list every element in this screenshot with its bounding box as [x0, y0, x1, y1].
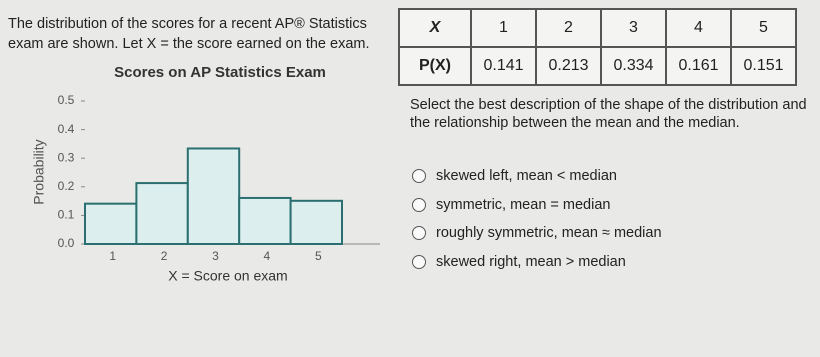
- score-cell: 5: [730, 8, 797, 48]
- score-cell: 3: [600, 8, 667, 48]
- option-label[interactable]: skewed right, mean > median: [436, 253, 626, 270]
- option[interactable]: skewed right, mean > median: [412, 254, 626, 270]
- question-prompt: Select the best description of the shape…: [410, 97, 807, 131]
- row-header: P(X): [398, 46, 472, 86]
- table-row: P(X) 0.141 0.213 0.334 0.161 0.151: [398, 46, 797, 86]
- x-tick-label: 5: [315, 249, 322, 263]
- score-cell: 1: [470, 8, 537, 48]
- score-cell: 2: [535, 8, 602, 48]
- radio-button[interactable]: [412, 197, 426, 212]
- bar: [186, 147, 241, 245]
- y-tick-label: 0.0: [58, 236, 75, 250]
- probability-table: X 1 2 3 4 5 P(X) 0.141 0.213 0.334 0.161 0.151: [398, 8, 797, 86]
- probability-cell: 0.141: [470, 46, 537, 86]
- option-label[interactable]: skewed left, mean < median: [436, 168, 617, 184]
- probability-cell: 0.151: [730, 46, 797, 86]
- x-axis-label: X = Score on exam: [168, 268, 287, 284]
- y-tick-label: 0.5: [58, 93, 75, 107]
- radio-button[interactable]: [412, 169, 426, 183]
- bar: [135, 182, 189, 245]
- bar: [84, 202, 138, 245]
- y-tick-label: 0.2: [58, 179, 75, 193]
- y-tick-label: 0.1: [58, 208, 75, 222]
- x-tick-label: 1: [109, 249, 116, 263]
- histogram: Scores on AP Statistics Exam X = Score o…: [31, 64, 380, 284]
- probability-cell: 0.213: [535, 46, 602, 86]
- x-tick-label: 4: [264, 249, 271, 263]
- y-tick-label: 0.4: [58, 122, 75, 136]
- radio-button[interactable]: [412, 226, 426, 240]
- option[interactable]: skewed left, mean < median: [412, 168, 617, 184]
- score-cell: 4: [665, 8, 732, 48]
- option-label[interactable]: roughly symmetric, mean ≈ median: [436, 225, 662, 241]
- chart-title: Scores on AP Statistics Exam: [114, 64, 326, 81]
- bar: [238, 196, 292, 245]
- x-tick-label: 2: [161, 249, 168, 263]
- x-tick-label: 3: [212, 249, 219, 263]
- bar: [289, 199, 344, 245]
- row-header: X: [398, 8, 472, 48]
- radio-button[interactable]: [412, 254, 426, 269]
- option[interactable]: symmetric, mean = median: [412, 197, 610, 213]
- y-axis-label: Probability: [31, 139, 47, 204]
- question-intro: The distribution of the scores for a rec…: [8, 16, 370, 52]
- option-label[interactable]: symmetric, mean = median: [436, 196, 611, 213]
- probability-cell: 0.161: [665, 46, 732, 86]
- option[interactable]: roughly symmetric, mean ≈ median: [412, 225, 662, 241]
- y-tick-label: 0.3: [58, 150, 75, 164]
- probability-cell: 0.334: [600, 46, 667, 86]
